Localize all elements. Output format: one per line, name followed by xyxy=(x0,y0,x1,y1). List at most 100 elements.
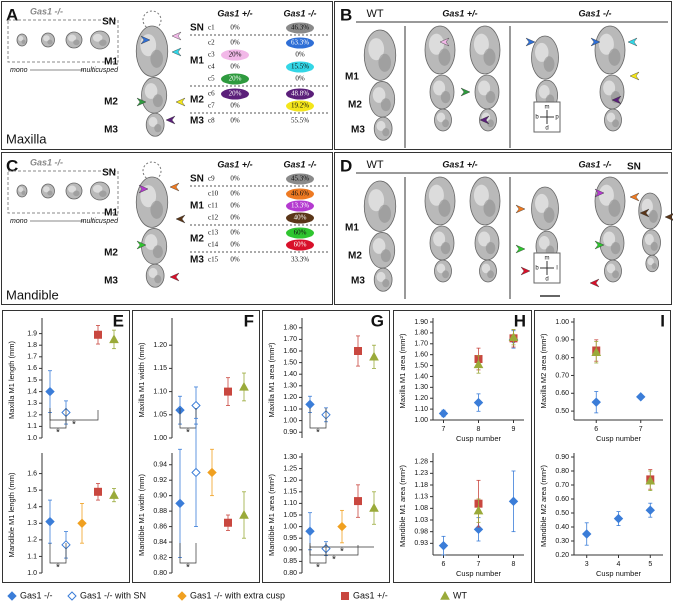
label: E xyxy=(113,311,124,330)
tooth-shade xyxy=(436,112,446,123)
label: 0% xyxy=(230,175,240,183)
label: * xyxy=(186,428,190,439)
label: H xyxy=(514,311,526,330)
label: 0% xyxy=(230,229,240,237)
label: 1.5 xyxy=(27,487,37,494)
label: SN xyxy=(627,162,641,173)
cell-highlight xyxy=(286,188,314,200)
label: 13.3% xyxy=(291,202,309,210)
label: 0.84 xyxy=(153,539,167,546)
label: 0.90 xyxy=(555,454,569,461)
label: M3 xyxy=(104,125,118,136)
tooth-shade xyxy=(378,53,392,72)
tooth-shade xyxy=(148,267,158,279)
label: Gas1 -/- xyxy=(283,159,316,169)
label: 1.03 xyxy=(414,517,428,524)
label: 0.98 xyxy=(414,529,428,536)
y-axis-label: Mandible M1 width (mm) xyxy=(137,473,146,556)
label: mono xyxy=(10,218,28,225)
label: 1.18 xyxy=(414,482,428,489)
point xyxy=(207,467,217,478)
point xyxy=(438,408,449,419)
label: 6 xyxy=(442,561,446,568)
label: 63.3% xyxy=(291,39,309,47)
tooth-shade xyxy=(535,193,549,213)
point xyxy=(508,332,519,341)
tooth-shade xyxy=(650,241,658,251)
label: 0.93 xyxy=(414,540,428,547)
label: c8 xyxy=(208,117,215,125)
significance-bracket xyxy=(49,543,67,564)
y-axis-label: Mandible M1 area (mm²) xyxy=(267,473,276,556)
label: 0.95 xyxy=(283,535,297,542)
label: c9 xyxy=(208,175,215,183)
label: 0.90 xyxy=(153,493,167,500)
tooth-shade xyxy=(598,33,614,55)
label: d xyxy=(545,126,548,132)
tooth-shade xyxy=(43,186,50,193)
label: 1.10 xyxy=(414,406,428,413)
label: 0.88 xyxy=(153,508,167,515)
label: c5 xyxy=(208,75,215,83)
label: 1.30 xyxy=(283,383,297,390)
point xyxy=(636,392,646,402)
point xyxy=(645,505,655,515)
arrowhead xyxy=(515,204,526,214)
label: 1.20 xyxy=(283,394,297,401)
label: 6 xyxy=(594,426,598,433)
legend-entry: Gas1 -/- xyxy=(20,590,53,600)
tooth-shade xyxy=(376,120,386,132)
tooth-shade xyxy=(428,33,444,55)
label: M3 xyxy=(351,125,365,136)
arrowhead xyxy=(594,188,605,198)
label: 60% xyxy=(294,229,307,237)
tooth-shade xyxy=(612,119,619,128)
point xyxy=(354,497,362,506)
label: Gas1 +/- xyxy=(442,8,477,18)
tooth-shade xyxy=(487,270,494,279)
label: 0% xyxy=(230,117,240,125)
point xyxy=(613,513,624,524)
label: 0% xyxy=(230,256,240,264)
arrowhead xyxy=(136,240,147,250)
arrowhead xyxy=(639,208,650,218)
label: M2 xyxy=(190,95,204,106)
label: 3 xyxy=(585,561,589,568)
tooth-shade xyxy=(612,270,619,279)
arrowhead xyxy=(629,192,640,202)
tooth-shade xyxy=(438,48,451,66)
arrowhead xyxy=(525,37,536,47)
label: 1.05 xyxy=(283,512,297,519)
tooth-shade xyxy=(598,184,614,206)
tooth-shade xyxy=(603,231,616,247)
tooth-shade xyxy=(608,199,621,217)
label: 0.80 xyxy=(555,468,569,475)
label: c3 xyxy=(208,51,215,59)
label: 0.60 xyxy=(555,390,569,397)
tooth-shade xyxy=(610,241,621,255)
label: 4 xyxy=(617,561,621,568)
label: 0.70 xyxy=(555,372,569,379)
tooth-shade xyxy=(481,263,491,274)
significance-bracket xyxy=(309,408,327,429)
label: 8 xyxy=(477,426,481,433)
point xyxy=(473,359,484,369)
label: 1.4 xyxy=(27,504,37,511)
label: SN xyxy=(190,23,204,34)
y-axis-label: Mandible M2 area (mm²) xyxy=(539,464,548,547)
label: 1.23 xyxy=(414,470,428,477)
label: Gas1 -/- xyxy=(30,6,63,16)
tooth-shade xyxy=(154,124,162,133)
y-axis-label: Maxilla M1 area (mm²) xyxy=(398,333,407,409)
tooth-shade xyxy=(433,231,446,247)
label: 0.20 xyxy=(555,552,569,559)
label: 1.2 xyxy=(27,537,37,544)
point xyxy=(438,540,449,551)
label: 20% xyxy=(229,75,242,83)
label: 1.50 xyxy=(414,362,428,369)
cell-highlight xyxy=(286,22,314,34)
tooth-shade xyxy=(368,38,385,61)
point xyxy=(473,524,484,535)
cell-highlight xyxy=(221,88,249,100)
